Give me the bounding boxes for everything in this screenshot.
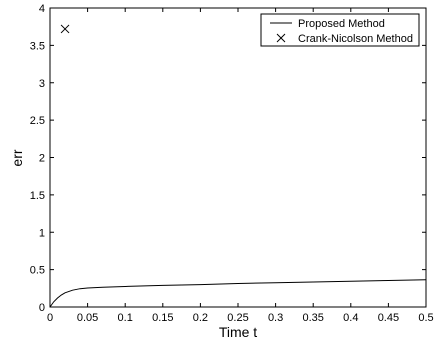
x-tick-label: 0.2 — [193, 312, 208, 324]
x-tick-label: 0.3 — [268, 312, 283, 324]
y-axis-title: err — [9, 149, 25, 166]
y-tick-label: 1 — [39, 227, 45, 239]
data-point-crank-nicolson — [60, 24, 70, 34]
x-tick-label: 0.4 — [343, 312, 358, 324]
series-line-proposed-method — [49, 279, 427, 308]
x-tick-label: 0.15 — [152, 312, 173, 324]
x-tick-label: 0.05 — [77, 312, 98, 324]
y-tick-label: 0.5 — [30, 265, 45, 277]
x-tick-label: 0.35 — [302, 312, 323, 324]
x-axis-ticks: 0 0.05 0.1 0.15 0.2 0.25 0.3 0.35 0.4 0.45 0.5 — [47, 8, 434, 324]
y-tick-label: 3.5 — [30, 40, 45, 52]
y-tick-label: 2.5 — [30, 115, 45, 127]
y-axis-ticks: 0 0.5 1 1.5 2 2.5 3 3.5 4 — [30, 3, 426, 314]
x-tick-label: 0 — [47, 312, 53, 324]
legend-box — [260, 13, 420, 47]
legend-label-crank-nicolson: Crank-Nicolson Method — [298, 33, 413, 45]
x-tick-label: 0.5 — [418, 312, 433, 324]
x-tick-label: 0.45 — [378, 312, 399, 324]
y-tick-label: 3 — [39, 78, 45, 90]
x-tick-label: 0.25 — [227, 312, 248, 324]
x-tick-label: 0.1 — [118, 312, 133, 324]
legend-x-marker-icon — [276, 33, 286, 43]
series-group — [49, 24, 427, 308]
y-tick-label: 4 — [39, 3, 45, 15]
y-tick-label: 2 — [39, 153, 45, 165]
y-tick-label: 0 — [39, 302, 45, 314]
plot-area — [49, 7, 427, 308]
y-tick-label: 1.5 — [30, 190, 45, 202]
legend-label-proposed: Proposed Method — [298, 18, 385, 30]
x-axis-title: Time t — [219, 324, 257, 340]
legend: Proposed Method Crank-Nicolson Method — [260, 13, 420, 47]
